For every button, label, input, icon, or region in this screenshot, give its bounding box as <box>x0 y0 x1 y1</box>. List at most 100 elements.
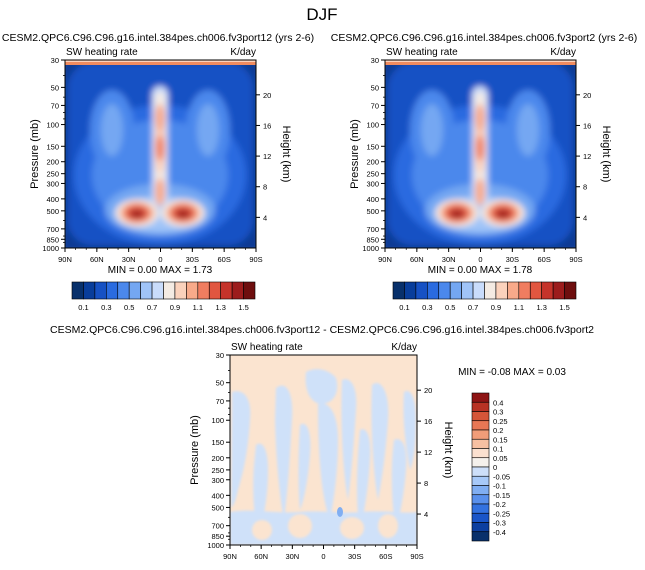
variable-label: SW heating rate <box>386 47 458 58</box>
heatmap-field <box>230 355 417 545</box>
x-tick-label: 90N <box>58 255 72 264</box>
y-tick-label: 30 <box>216 351 224 360</box>
colorbar-label: 0.5 <box>124 303 134 312</box>
x-tick-label: 30N <box>122 255 136 264</box>
colorbar-box <box>243 281 256 300</box>
colorbar-box <box>427 281 440 300</box>
y-tick-label: 150 <box>211 438 224 447</box>
colorbar-box <box>471 401 490 412</box>
y2-tick-label: 16 <box>424 417 432 426</box>
y-tick-label: 400 <box>211 491 224 500</box>
colorbar-box <box>151 281 164 300</box>
y-tick-label: 700 <box>46 225 59 234</box>
colorbar-label: 0.9 <box>170 303 180 312</box>
colorbar-box <box>471 531 490 542</box>
y-tick-label: 250 <box>366 170 379 179</box>
x-tick-label: 30S <box>348 552 361 561</box>
y-axis-label: Pressure (mb) <box>349 119 361 189</box>
colorbar-label: 0.5 <box>445 303 455 312</box>
colorbar: 0.40.30.250.20.150.10.050-0.05-0.1-0.15-… <box>471 392 510 542</box>
y2-tick-label: 20 <box>583 91 591 100</box>
colorbar-box <box>186 281 199 300</box>
x-tick-label: 60S <box>379 552 392 561</box>
colorbar-label: 1.1 <box>514 303 524 312</box>
heatmap-field <box>385 60 576 248</box>
colorbar-box <box>128 281 141 300</box>
colorbar-label: -0.1 <box>493 482 506 491</box>
colorbar-box <box>495 281 508 300</box>
colorbar-box <box>471 420 490 431</box>
heatmap-field <box>65 60 256 248</box>
y-tick-label: 30 <box>51 56 59 65</box>
y-tick-label: 250 <box>211 466 224 475</box>
colorbar-box <box>552 281 565 300</box>
y2-axis-label: Height (km) <box>280 126 292 183</box>
colorbar-label: 0.3 <box>493 408 503 417</box>
colorbar-box <box>404 281 417 300</box>
colorbar-label: -0.25 <box>493 509 510 518</box>
y-tick-label: 150 <box>46 142 59 151</box>
colorbar-box <box>438 281 451 300</box>
y2-tick-label: 4 <box>263 213 267 222</box>
x-tick-label: 60S <box>217 255 230 264</box>
colorbar-box <box>449 281 462 300</box>
colorbar-label: -0.3 <box>493 519 506 528</box>
panel-fv3port12: CESM2.QPC6.C96.C96.g16.intel.384pes.ch00… <box>2 32 314 312</box>
colorbar-label: 1.5 <box>238 303 248 312</box>
colorbar-box <box>471 494 490 505</box>
colorbar-box <box>106 281 119 300</box>
colorbar-label: -0.4 <box>493 528 506 537</box>
colorbar-label: 1.1 <box>193 303 203 312</box>
y-tick-label: 50 <box>216 379 224 388</box>
y-tick-label: 70 <box>371 101 379 110</box>
colorbar-box <box>471 503 490 514</box>
colorbar-label: 0.9 <box>491 303 501 312</box>
y2-tick-label: 20 <box>263 91 271 100</box>
colorbar-label: -0.15 <box>493 491 510 500</box>
colorbar: 0.1 0.3 0.5 0.7 0.9 1.1 1.3 1.5 <box>392 281 577 312</box>
x-tick-label: 0 <box>478 255 482 264</box>
y-tick-label: 250 <box>46 170 59 179</box>
y-tick-label: 500 <box>46 207 59 216</box>
colorbar-label: -0.05 <box>493 472 510 481</box>
y-tick-label: 300 <box>211 476 224 485</box>
y-tick-label: 700 <box>211 522 224 531</box>
y-axis-label: Pressure (mb) <box>29 119 41 189</box>
colorbar-box <box>83 281 96 300</box>
colorbar-box <box>471 438 490 449</box>
y-tick-label: 50 <box>51 83 59 92</box>
colorbar-box <box>471 448 490 459</box>
x-tick-label: 90S <box>410 552 423 561</box>
colorbar-box <box>541 281 554 300</box>
y2-tick-label: 8 <box>583 183 587 192</box>
y-tick-label: 1000 <box>362 244 379 253</box>
colorbar-box <box>231 281 244 300</box>
panel-title: CESM2.QPC6.C96.C96.g16.intel.384pes.ch00… <box>2 32 314 44</box>
y-tick-label: 300 <box>46 179 59 188</box>
colorbar-label: 0.1 <box>78 303 88 312</box>
colorbar-box <box>471 485 490 496</box>
colorbar-box <box>140 281 153 300</box>
x-tick-label: 0 <box>158 255 162 264</box>
y-tick-label: 500 <box>366 207 379 216</box>
y-tick-label: 400 <box>366 195 379 204</box>
colorbar-label: 0.4 <box>493 398 503 407</box>
y2-tick-label: 12 <box>424 448 432 457</box>
colorbar-box <box>392 281 405 300</box>
units-label: K/day <box>391 342 417 353</box>
y-tick-label: 200 <box>46 158 59 167</box>
x-tick-label: 60S <box>537 255 550 264</box>
colorbar-box <box>471 512 490 523</box>
colorbar-box <box>471 475 490 486</box>
y2-tick-label: 16 <box>583 121 591 130</box>
y2-axis-label: Height (km) <box>600 126 612 183</box>
colorbar-label: 0.1 <box>493 445 503 454</box>
x-tick-label: 30S <box>186 255 199 264</box>
colorbar-box <box>471 522 490 533</box>
y-tick-label: 30 <box>371 56 379 65</box>
panel-title: CESM2.QPC6.C96.C96.g16.intel.384pes.ch00… <box>331 32 637 44</box>
y2-tick-label: 16 <box>263 121 271 130</box>
y2-tick-label: 12 <box>263 152 271 161</box>
